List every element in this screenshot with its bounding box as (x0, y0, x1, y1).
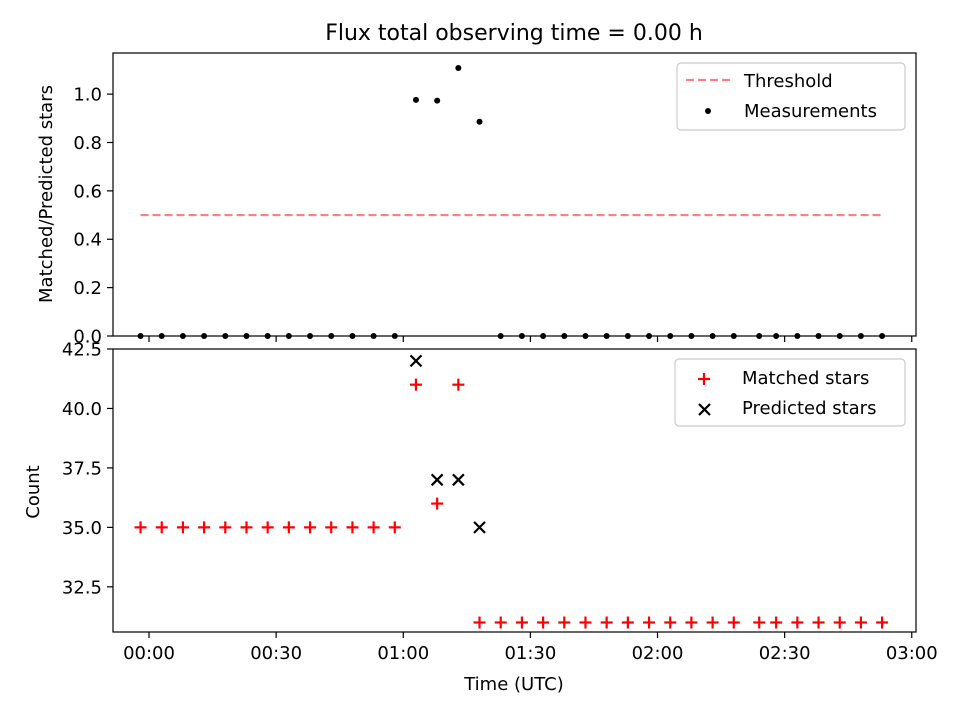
matched-star-point (727, 616, 740, 629)
legend-predicted-swatch (698, 403, 711, 416)
y-tick-label: 35.0 (62, 518, 102, 539)
matched-star-point (579, 616, 592, 629)
y-tick-label: 1.0 (73, 85, 102, 106)
bottom-plot-frame (112, 348, 917, 633)
x-tick-label: 03:00 (886, 643, 938, 664)
y-tick-label: 0.2 (73, 278, 102, 299)
top-legend-frame (676, 62, 906, 131)
matched-star-point (621, 616, 634, 629)
x-tick-label: 00:00 (123, 643, 175, 664)
matched-star-point (155, 521, 168, 534)
matched-star-point (643, 616, 656, 629)
matched-star-point (388, 521, 401, 534)
x-axis-label: Time (UTC) (463, 674, 564, 695)
predicted-star-point (473, 521, 486, 534)
legend-matched-label: Matched stars (742, 368, 869, 389)
bottom-legend: Matched stars Predicted stars (674, 358, 906, 427)
x-tick-label: 02:30 (759, 643, 811, 664)
top-plot-frame (112, 52, 917, 337)
matched-star-point (494, 616, 507, 629)
matched-star-point (706, 616, 719, 629)
y-tick-label: 0.6 (73, 181, 102, 202)
matched-star-point (176, 521, 189, 534)
matched-star-point (515, 616, 528, 629)
matched-star-point (876, 616, 889, 629)
legend-measurements-swatch (705, 108, 711, 114)
predicted-star-point (452, 473, 465, 487)
y-tick-label: 37.5 (62, 458, 102, 479)
chart-title: Flux total observing time = 0.00 h (325, 21, 703, 46)
top-ylabel: Matched/Predicted stars (36, 85, 57, 303)
matched-star-point (537, 616, 550, 629)
matched-star-point (198, 521, 211, 534)
matched-star-point (431, 497, 444, 510)
matched-star-point (685, 616, 698, 629)
predicted-star-point (409, 354, 423, 368)
matched-star-point (367, 521, 380, 534)
matched-star-point (664, 616, 677, 629)
legend-matched-swatch (698, 373, 710, 385)
matched-star-point (791, 616, 804, 629)
matched-star-point (558, 616, 571, 629)
matched-star-point (770, 616, 783, 629)
y-tick-label: 0.4 (73, 230, 102, 251)
matched-star-point (854, 616, 867, 629)
x-tick-label: 01:00 (377, 643, 429, 664)
y-tick-label: 32.5 (62, 577, 102, 598)
matched-star-point (473, 616, 486, 629)
matched-star-point (812, 616, 825, 629)
y-tick-label: 40.0 (62, 399, 102, 420)
matched-star-point (240, 521, 253, 534)
matched-star-point (261, 521, 274, 534)
matched-star-point (753, 616, 766, 629)
matched-star-point (346, 521, 359, 534)
x-tick-label: 00:30 (250, 643, 302, 664)
matched-star-point (600, 616, 613, 629)
matched-star-point (325, 521, 338, 534)
y-tick-label: 0.0 (73, 327, 102, 348)
measurement-point (455, 64, 462, 71)
matched-star-point (452, 378, 465, 391)
measurement-point (476, 118, 483, 125)
measurement-point (434, 97, 441, 104)
matched-star-point (833, 616, 846, 629)
matched-star-point (409, 378, 422, 391)
bottom-ylabel: Count (23, 465, 44, 518)
top-legend: Threshold Measurements (676, 62, 906, 131)
legend-threshold-label: Threshold (743, 71, 833, 92)
bottom-panel: 32.5 35.0 37.5 40.0 42.5 00:00 00:30 01:00 01:3… (23, 340, 938, 696)
predicted-star-point (430, 473, 444, 487)
matched-star-point (282, 521, 295, 534)
matched-star-point (219, 521, 232, 534)
legend-measurements-label: Measurements (744, 101, 877, 122)
bottom-legend-frame (674, 358, 906, 427)
measurement-point (412, 96, 419, 103)
matched-star-point (134, 521, 147, 534)
x-tick-label: 01:30 (504, 643, 556, 664)
matched-star-point (304, 521, 317, 534)
top-panel: 0.0 0.2 0.4 0.6 0.8 1.0 Matched/Predicted sta… (36, 52, 917, 348)
y-tick-label: 42.5 (62, 340, 102, 361)
x-tick-label: 02:00 (632, 643, 684, 664)
y-tick-label: 0.8 (73, 133, 102, 154)
legend-predicted-label: Predicted stars (742, 398, 876, 419)
